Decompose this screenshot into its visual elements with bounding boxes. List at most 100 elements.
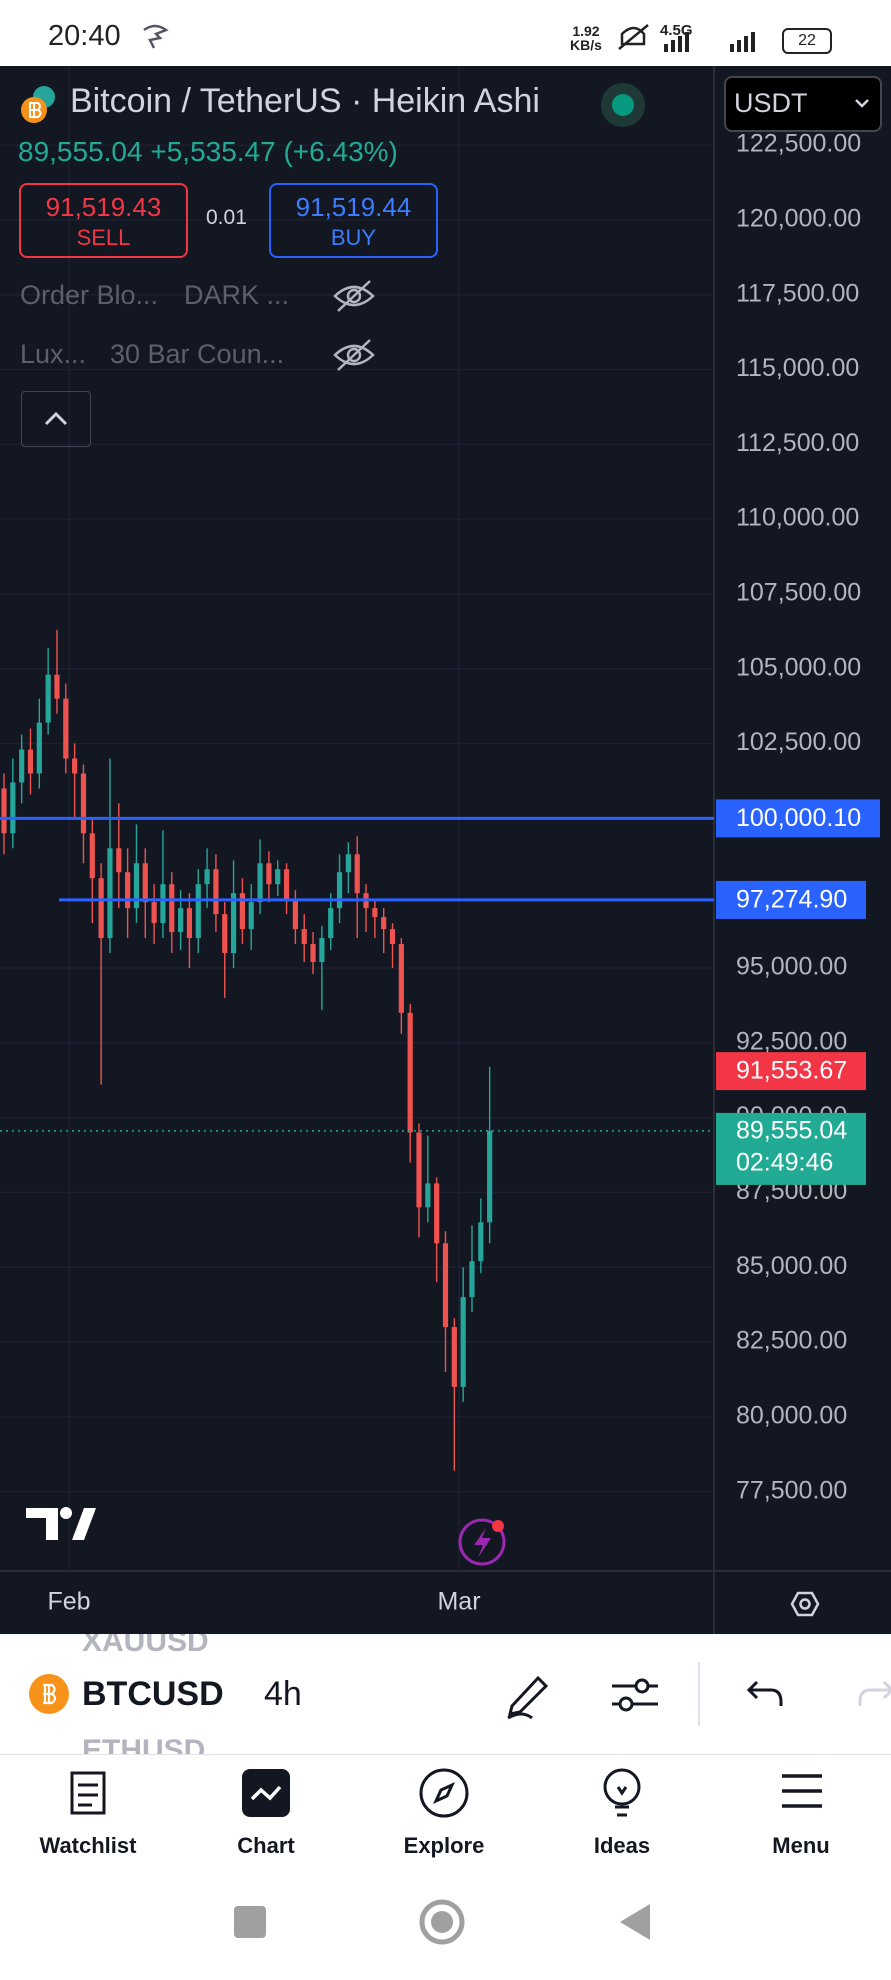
notification-icon (143, 24, 169, 49)
candle-body (451, 1327, 457, 1387)
candles (1, 629, 493, 1471)
candle-body (301, 929, 307, 945)
back-button[interactable] (620, 1904, 650, 1940)
interval[interactable]: 4h (264, 1675, 302, 1713)
nav-label[interactable]: Explore (403, 1833, 485, 1858)
candle-body (213, 869, 219, 915)
candle-body (89, 833, 95, 879)
candle-body (54, 674, 60, 699)
candle-body (36, 722, 42, 774)
tradingview-logo (26, 1507, 96, 1540)
price-box-label: 89,555.04 (736, 1117, 847, 1145)
y-tick-label: 82,500.00 (736, 1327, 847, 1355)
price-box (716, 1112, 866, 1185)
candle-body (133, 863, 140, 909)
sell-label: SELL (76, 225, 131, 250)
symbol-option[interactable]: XAUUSD (82, 1634, 209, 1658)
candle-body (107, 848, 113, 939)
currency-label: USDT (734, 88, 808, 118)
market-status (601, 83, 645, 127)
change: +5,535.47 (150, 136, 276, 167)
spread: 0.01 (206, 206, 247, 229)
candle-body (372, 908, 378, 918)
lightning-button[interactable] (458, 1518, 506, 1566)
chart-icon[interactable] (242, 1769, 290, 1817)
ideas-icon[interactable] (600, 1767, 644, 1821)
candle-body (354, 854, 360, 894)
y-tick-label: 77,500.00 (736, 1476, 847, 1504)
candle-body (72, 758, 78, 774)
chevron (855, 99, 869, 108)
buy-button[interactable]: 91,519.44 BUY (269, 183, 438, 258)
y-tick-label: 110,000.00 (736, 504, 859, 532)
undo[interactable] (745, 1676, 785, 1712)
bottom-nav: Watchlist Chart Explore Ideas Menu (0, 1755, 891, 1880)
y-tick-label: 95,000.00 (736, 953, 847, 981)
y-tick-label: 105,000.00 (736, 653, 861, 681)
redo[interactable] (856, 1676, 891, 1712)
candle-body (381, 917, 387, 930)
toolbar: XAUUSD BTCUSD ETHUSD 4h (0, 1634, 891, 1755)
collapse-button[interactable] (21, 391, 91, 447)
drawing-tool[interactable] (502, 1670, 552, 1720)
candle-body (151, 902, 157, 924)
nav-label[interactable]: Chart (237, 1833, 295, 1858)
y-tick-label: 115,000.00 (736, 354, 859, 382)
candle-body (230, 893, 237, 954)
nav-label[interactable]: Ideas (593, 1833, 651, 1858)
nav-label[interactable]: Watchlist (39, 1833, 137, 1858)
chevron-up (44, 411, 68, 426)
y-tick-label: 92,500.00 (736, 1027, 847, 1055)
candle-body (195, 884, 201, 939)
sell-button[interactable]: 91,519.43 SELL (19, 183, 188, 258)
x-tick-label: Feb (47, 1588, 90, 1616)
home-button[interactable] (419, 1899, 465, 1945)
battery: 22 (782, 28, 832, 54)
y-tick-label: 102,500.00 (736, 728, 861, 756)
y-tick-label: 122,500.00 (736, 130, 861, 158)
status-bar: 20:40 1.92 KB/s 4.5G 22 (0, 0, 891, 66)
watchlist-icon[interactable] (68, 1769, 108, 1817)
candle-body (398, 944, 404, 1013)
y-tick-label: 120,000.00 (736, 205, 861, 233)
price-box-label: 100,000.10 (736, 804, 861, 832)
symbol[interactable]: BTCUSD (82, 1675, 224, 1713)
symbol-option[interactable]: ETHUSD (82, 1734, 206, 1755)
currency-selector[interactable]: USDT (724, 76, 882, 132)
hidden-eye-icon[interactable] (332, 337, 376, 373)
price-box-label: 97,274.90 (736, 886, 847, 914)
candle-body (125, 872, 131, 909)
signal-icons (664, 32, 755, 52)
y-tick-label: 107,500.00 (736, 579, 861, 607)
candle-body (63, 698, 69, 759)
candle-body (407, 1012, 413, 1133)
buy-price: 91,519.44 (295, 192, 412, 222)
settings-button[interactable] (790, 1591, 820, 1617)
hidden-eye-icon[interactable] (332, 278, 376, 314)
indicators-tool[interactable] (610, 1672, 660, 1718)
candle-body (487, 1130, 493, 1223)
indicator-name: Lux... (20, 339, 87, 369)
y-tick-label: 112,500.00 (736, 429, 859, 457)
system-nav (0, 1880, 891, 1980)
mute-icon (618, 24, 649, 50)
candle-body (80, 773, 87, 834)
home-button-dot (431, 1911, 453, 1933)
y-tick-label: 80,000.00 (736, 1401, 847, 1429)
grid (0, 144, 714, 1493)
menu-icon[interactable] (780, 1771, 824, 1811)
candle-body (178, 908, 184, 933)
x-tick-label: Mar (437, 1588, 480, 1616)
candle-body (328, 908, 334, 939)
candle-body (19, 749, 25, 783)
candle-body (275, 869, 281, 885)
candle-body (169, 884, 175, 933)
explore-icon[interactable] (418, 1767, 470, 1819)
net-speed-unit: KB/s (570, 37, 602, 53)
nav-label[interactable]: Menu (772, 1833, 830, 1858)
recents-button[interactable] (234, 1906, 266, 1938)
candle-body (10, 782, 16, 834)
candle-body (478, 1222, 484, 1262)
candle-body (1, 788, 7, 834)
